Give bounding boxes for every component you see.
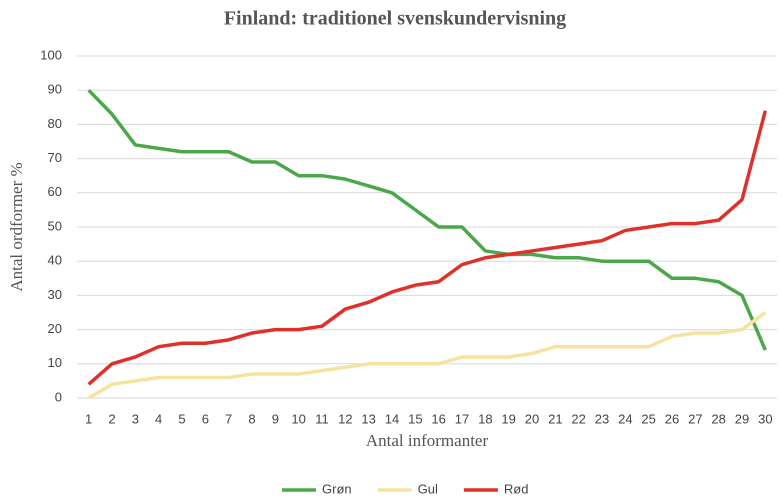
series-line (87, 110, 768, 386)
x-tick-label: 23 (595, 411, 609, 426)
x-tick-label: 10 (291, 411, 305, 426)
x-tick-label: 30 (758, 411, 772, 426)
legend-label: Rød (504, 481, 529, 496)
x-tick-label: 21 (548, 411, 562, 426)
y-tick-label: 10 (48, 355, 62, 370)
y-tick-label: 60 (48, 184, 62, 199)
x-tick-label: 13 (361, 411, 375, 426)
y-tick-label: 30 (48, 287, 62, 302)
x-tick-label: 22 (571, 411, 585, 426)
legend-label: Grøn (322, 481, 352, 496)
x-tick-label: 19 (501, 411, 515, 426)
y-tick-label: 70 (48, 150, 62, 165)
x-tick-label: 17 (455, 411, 469, 426)
x-tick-label: 5 (178, 411, 185, 426)
y-tick-label: 20 (48, 321, 62, 336)
y-tick-label: 50 (48, 218, 62, 233)
x-tick-label: 29 (735, 411, 749, 426)
x-tick-label: 2 (108, 411, 115, 426)
y-axis-label: Antal ordformer % (7, 162, 26, 291)
x-tick-label: 9 (272, 411, 279, 426)
chart-title: Finland: traditionel svenskundervisning (224, 8, 566, 30)
x-tick-label: 18 (478, 411, 492, 426)
x-tick-label: 6 (202, 411, 209, 426)
series-line (87, 311, 767, 400)
y-tick-label: 90 (48, 82, 62, 97)
x-tick-label: 7 (225, 411, 232, 426)
x-tick-label: 15 (408, 411, 422, 426)
x-tick-label: 14 (385, 411, 399, 426)
x-tick-label: 1 (85, 411, 92, 426)
x-tick-label: 26 (665, 411, 679, 426)
x-tick-label: 27 (688, 411, 702, 426)
x-tick-label: 24 (618, 411, 632, 426)
legend-label: Gul (418, 481, 438, 496)
x-tick-label: 11 (315, 411, 329, 426)
x-tick-label: 25 (641, 411, 655, 426)
y-tick-label: 80 (48, 116, 62, 131)
x-tick-label: 20 (525, 411, 539, 426)
x-axis-label: Antal informanter (366, 431, 489, 450)
y-tick-label: 100 (40, 47, 62, 62)
x-tick-label: 12 (338, 411, 352, 426)
series-line (87, 88, 767, 351)
x-tick-label: 4 (155, 411, 162, 426)
x-tick-label: 28 (711, 411, 725, 426)
x-tick-label: 8 (248, 411, 255, 426)
x-tick-label: 3 (132, 411, 139, 426)
y-tick-label: 0 (55, 389, 62, 404)
y-tick-label: 40 (48, 253, 62, 268)
x-tick-label: 16 (431, 411, 445, 426)
